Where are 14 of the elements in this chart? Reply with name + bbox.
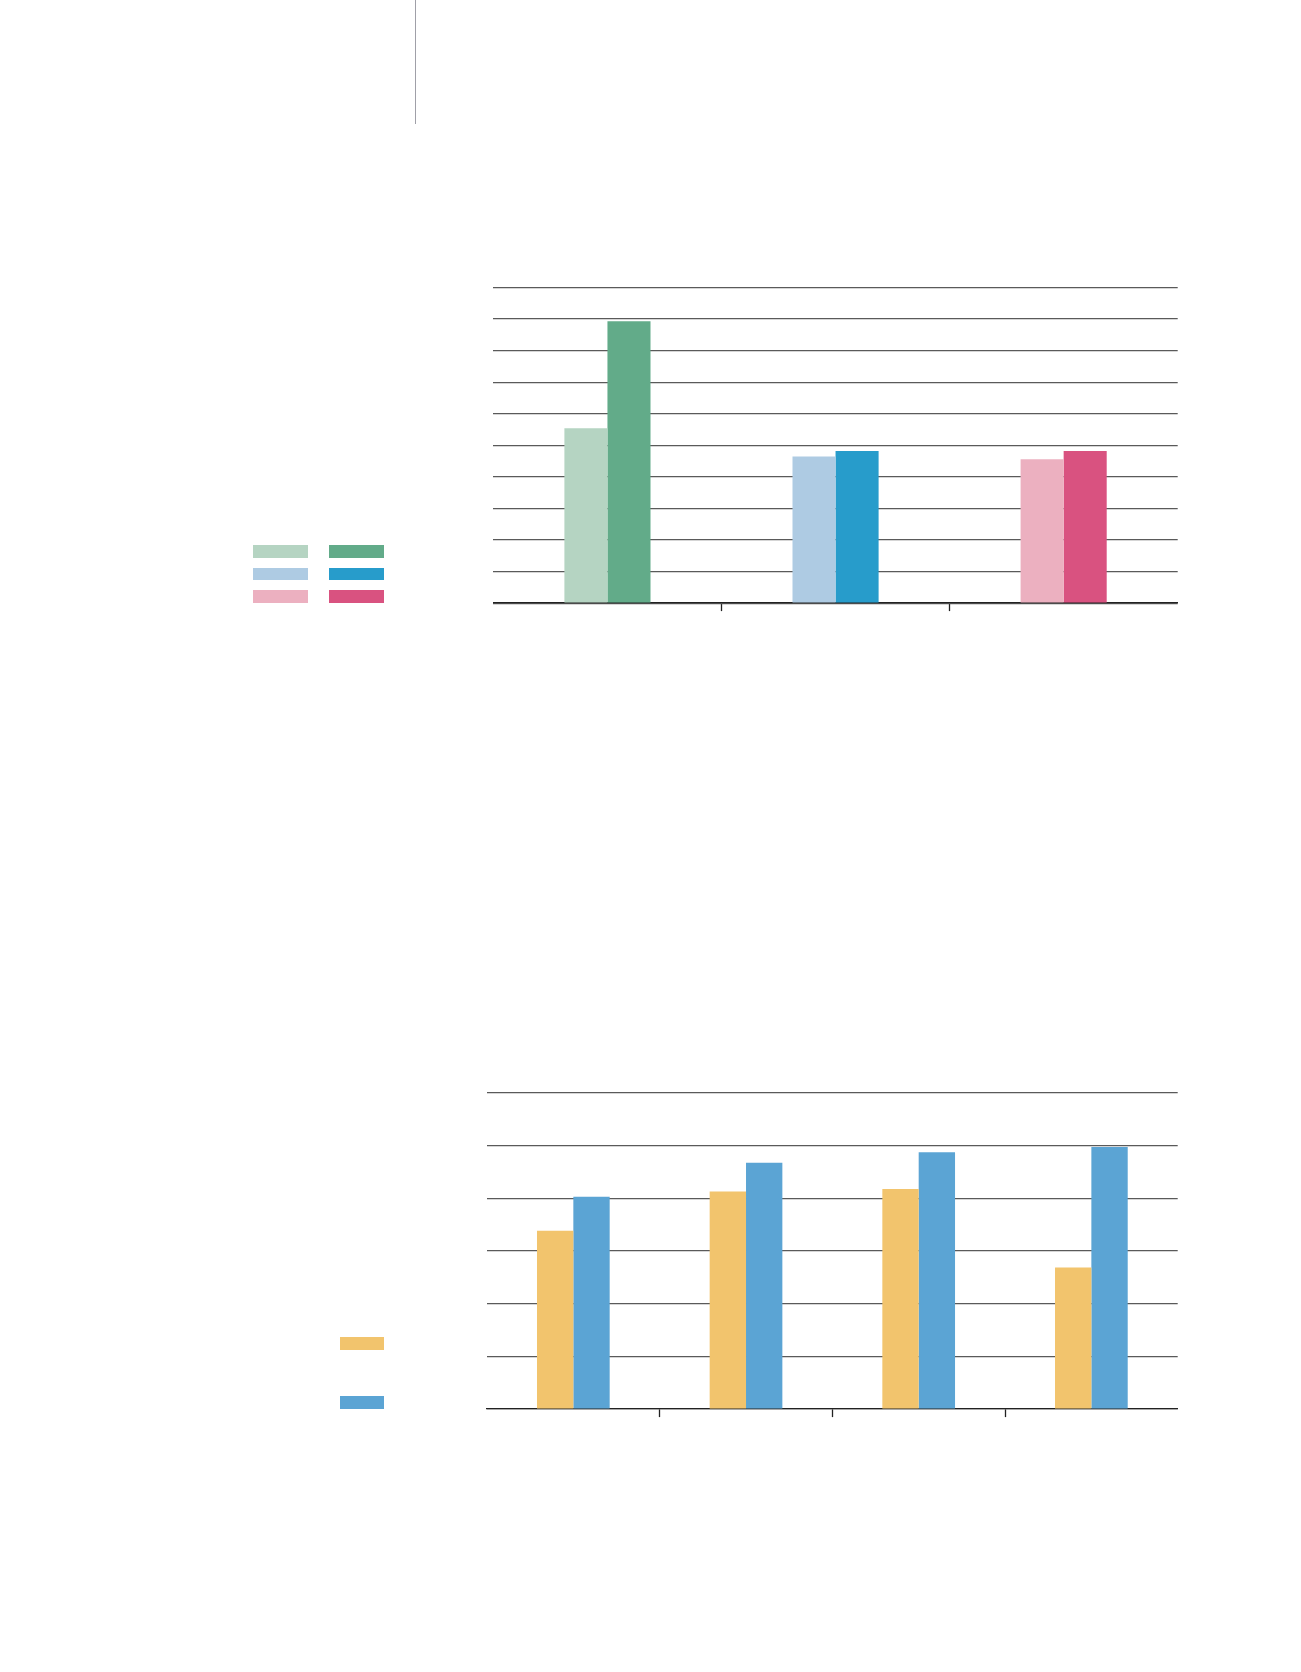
bar [1055, 1267, 1092, 1409]
bar [1063, 450, 1107, 603]
bar [792, 456, 836, 603]
bar [709, 1191, 746, 1409]
bar [918, 1152, 956, 1409]
bar [536, 1230, 574, 1409]
bar [607, 321, 651, 603]
bar [835, 450, 879, 603]
bar [746, 1162, 783, 1409]
bar [1091, 1146, 1128, 1409]
bar [882, 1188, 919, 1409]
bar [564, 428, 608, 603]
bar [573, 1196, 610, 1409]
bar [1020, 459, 1064, 603]
